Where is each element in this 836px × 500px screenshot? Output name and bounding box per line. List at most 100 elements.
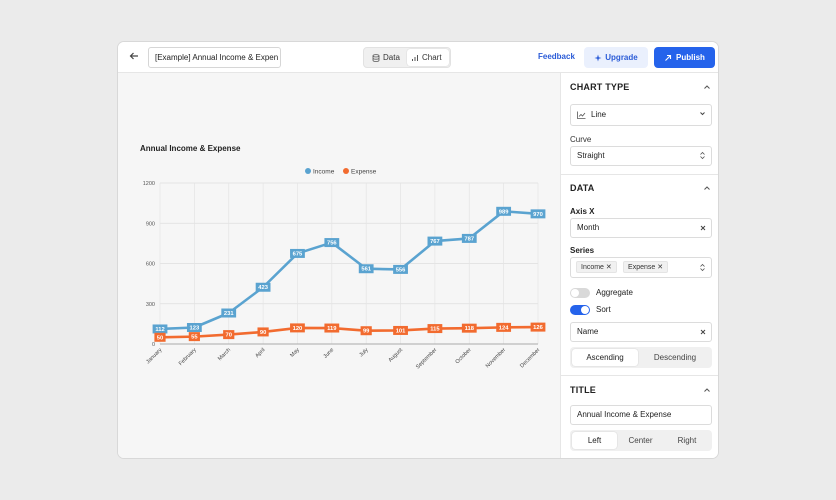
- data-point: [186, 322, 202, 332]
- x-tick-label: May: [289, 347, 301, 359]
- align-center-option[interactable]: Center: [628, 436, 653, 445]
- x-tick-label: November: [485, 347, 507, 369]
- remove-tag-icon[interactable]: ✕: [657, 264, 664, 271]
- data-point: [324, 238, 340, 248]
- chart-canvas: Annual Income & Expense Income Expense 0 300…: [118, 73, 560, 458]
- sort-ascending-option[interactable]: Ascending: [572, 349, 638, 366]
- bar-chart-icon: [412, 54, 418, 61]
- toggle-knob: [571, 289, 579, 297]
- data-point: [530, 322, 546, 332]
- data-point: [152, 324, 168, 334]
- data-point: [324, 323, 340, 333]
- data-label: 787: [464, 236, 474, 242]
- data-point: [530, 209, 546, 219]
- data-point: [496, 206, 512, 216]
- line-chart-icon: [577, 111, 586, 119]
- data-label: 90: [260, 330, 266, 336]
- data-label: 119: [327, 326, 337, 332]
- view-switcher: Data Chart: [363, 47, 451, 68]
- sort-direction-control: Ascending Descending: [570, 347, 712, 368]
- y-tick-label: 600: [146, 262, 155, 268]
- sort-toggle[interactable]: [570, 305, 590, 315]
- data-label: 126: [533, 325, 543, 331]
- series-tag: Expense ✕: [623, 261, 669, 273]
- axis-x-select[interactable]: Month: [570, 218, 712, 238]
- sparkle-icon: [594, 54, 602, 62]
- toggle-knob: [581, 306, 589, 314]
- chevron-down-icon: [699, 105, 706, 125]
- data-point: [154, 332, 166, 342]
- data-label: 561: [361, 267, 371, 273]
- data-point: [257, 327, 269, 337]
- aggregate-toggle[interactable]: [570, 288, 590, 298]
- data-label: 118: [465, 326, 475, 332]
- clear-sort-field-icon[interactable]: [700, 323, 706, 341]
- line-chart: Annual Income & Expense Income Expense 0 300…: [140, 144, 546, 370]
- back-button[interactable]: [126, 50, 142, 66]
- series-tag-label: Expense: [628, 264, 656, 271]
- settings-panel: CHART TYPE Line Curve Straight DATA Axis…: [560, 73, 718, 458]
- data-label: 970: [533, 212, 543, 218]
- chart-type-value: Line: [591, 110, 607, 119]
- curve-value: Straight: [577, 151, 605, 160]
- data-point: [427, 236, 443, 246]
- data-label: 123: [190, 325, 200, 331]
- app-window: [Example] Annual Income & Expen Data Cha…: [117, 41, 719, 459]
- clear-axis-x-icon[interactable]: [700, 219, 706, 237]
- x-tick-label: January: [145, 347, 163, 365]
- document-title-input[interactable]: [Example] Annual Income & Expen: [148, 47, 281, 68]
- publish-button[interactable]: Publish: [654, 47, 715, 68]
- data-label: 50: [157, 335, 163, 341]
- data-point: [427, 324, 443, 334]
- curve-select[interactable]: Straight: [570, 146, 712, 166]
- data-label: 120: [293, 326, 303, 332]
- series-tag: Income ✕: [576, 261, 617, 273]
- data-label: 115: [430, 327, 440, 333]
- sort-field-select[interactable]: Name: [570, 322, 712, 342]
- legend-label: Expense: [351, 169, 377, 176]
- data-point: [393, 325, 408, 335]
- data-label: 99: [363, 329, 370, 335]
- series-tag-label: Income: [581, 264, 604, 271]
- x-tick-label: December: [519, 347, 541, 369]
- x-tick-label: April: [254, 347, 266, 359]
- curve-label: Curve: [570, 135, 592, 144]
- tab-data[interactable]: Data: [367, 49, 407, 66]
- title-align-control: Left Center Right: [570, 430, 712, 451]
- data-point: [360, 326, 372, 336]
- collapse-chart-type-icon[interactable]: [703, 83, 711, 91]
- data-label: 124: [499, 325, 509, 331]
- series-line: [159, 210, 539, 331]
- x-tick-label: February: [178, 347, 198, 367]
- series-multiselect[interactable]: Income ✕ Expense ✕: [570, 257, 712, 278]
- divider: [561, 375, 718, 376]
- data-label: 423: [258, 285, 268, 291]
- chevron-updown-icon: [699, 258, 706, 277]
- legend-label: Income: [313, 169, 335, 176]
- sort-label: Sort: [596, 305, 611, 314]
- data-label: 675: [293, 251, 303, 257]
- upgrade-button[interactable]: Upgrade: [584, 47, 648, 68]
- top-bar: [Example] Annual Income & Expen Data Cha…: [118, 42, 718, 73]
- data-label: 767: [430, 239, 440, 245]
- sort-field-value: Name: [577, 327, 599, 336]
- align-left-option[interactable]: Left: [572, 432, 617, 449]
- data-point: [255, 282, 271, 292]
- legend-swatch: [305, 168, 311, 174]
- collapse-title-icon[interactable]: [703, 386, 711, 394]
- database-icon: [372, 54, 380, 62]
- x-tick-label: October: [455, 347, 473, 365]
- x-tick-label: March: [217, 347, 232, 362]
- chart-title-input[interactable]: Annual Income & Expense: [570, 405, 712, 425]
- align-right-option[interactable]: Right: [677, 436, 697, 445]
- collapse-data-icon[interactable]: [703, 184, 711, 192]
- data-label: 556: [396, 267, 406, 273]
- tab-chart[interactable]: Chart: [407, 49, 449, 66]
- x-tick-label: July: [358, 347, 369, 358]
- arrow-left-icon: [129, 52, 138, 60]
- chart-type-select[interactable]: Line: [570, 104, 712, 126]
- feedback-link[interactable]: Feedback: [538, 52, 575, 61]
- sort-descending-option[interactable]: Descending: [653, 353, 697, 362]
- tab-chart-label: Chart: [422, 53, 442, 62]
- remove-tag-icon[interactable]: ✕: [605, 264, 612, 271]
